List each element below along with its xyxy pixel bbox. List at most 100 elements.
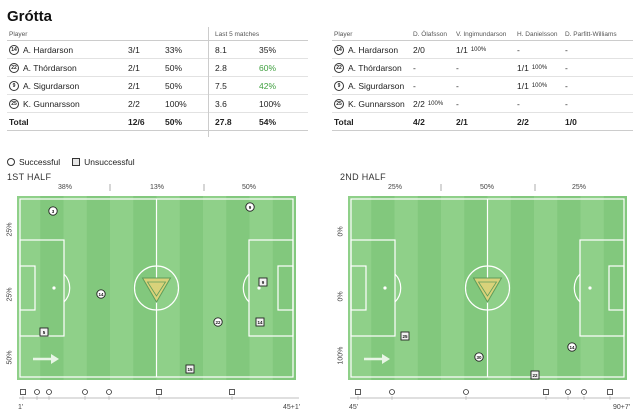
pitch-stripe <box>371 196 395 380</box>
jersey-number-icon: 9 <box>334 80 344 91</box>
opponent-cell: 1/1 100% <box>517 77 547 94</box>
player-cell: 14 A. Hardarson <box>334 41 398 58</box>
zone-side-pct: 0% <box>337 291 345 302</box>
right-table-header: Player D. Ólafsson V. Ingimundarson H. D… <box>332 27 633 41</box>
timeline-fail-marker <box>20 389 26 395</box>
zone-top-pct: 38% <box>57 184 72 191</box>
timeline-success-marker <box>106 389 112 395</box>
successful-marker: 14 <box>96 289 106 299</box>
pitch-stripe <box>110 196 134 380</box>
l5-pct-cell: 60% <box>259 62 277 73</box>
opponent-cell: - <box>456 59 459 76</box>
second-half-pitch: 25 30 22 14 <box>348 196 627 380</box>
svg-text:3: 3 <box>52 209 55 214</box>
opponent-col-header: V. Ingimundarson <box>456 31 507 38</box>
table-row: 14 A. Hardarson 2/0 1/1 100% - - <box>332 41 633 59</box>
opponent-cell: - <box>517 41 520 58</box>
player-name: A. Sigurdarson <box>23 80 80 91</box>
time-start: 45' <box>349 404 359 411</box>
successful-marker: 22 <box>213 317 223 327</box>
pitch-stripe <box>249 196 274 380</box>
timeline-fail-marker <box>156 389 162 395</box>
table-row: 25 K. Gunnarsson 2/2 100% 3.6 100% <box>7 95 308 113</box>
ratio-value: - <box>413 62 416 73</box>
svg-text:9: 9 <box>249 205 252 210</box>
pitch-stripe <box>417 196 442 380</box>
club-logo-icon <box>472 277 503 303</box>
zone-top-pct: 50% <box>241 184 256 191</box>
zone-side-pct: 25% <box>6 222 14 237</box>
total-pct: 50% <box>165 116 183 127</box>
time-start: 1' <box>18 404 24 411</box>
left-table-header: Player Last 5 matches <box>7 27 308 41</box>
timeline-fail-marker <box>607 389 613 395</box>
jersey-number-icon: 9 <box>9 80 19 91</box>
right-total-row: Total 4/2 2/1 2/2 1/0 <box>332 113 633 131</box>
timeline-success-marker <box>46 389 52 395</box>
player-cell: 25 K. Gunnarsson <box>9 95 80 112</box>
pitch-stripe <box>441 196 465 380</box>
right-stats-table: Player D. Ólafsson V. Ingimundarson H. D… <box>332 27 633 131</box>
opponent-cell: - <box>565 77 568 94</box>
opponent-cell: 2/2 100% <box>413 95 443 112</box>
unsuccessful-marker-icon <box>72 158 81 166</box>
second-half-title: 2ND HALF <box>340 172 386 182</box>
pitch-stripe <box>203 196 227 380</box>
time-end: 90+7' <box>613 404 631 411</box>
left-total-row: Total 12/6 50% 27.8 54% <box>7 113 308 131</box>
l5-pct-cell: 35% <box>259 44 277 55</box>
zone-top-pct: 50% <box>479 184 494 191</box>
unsuccessful-marker: 22 <box>530 370 540 380</box>
attack-direction-arrow-icon <box>33 354 59 364</box>
jersey-number-icon: 25 <box>9 98 19 109</box>
ratio-value: - <box>565 98 568 109</box>
total-l5-val: 27.8 <box>215 116 232 127</box>
successful-marker: 3 <box>48 206 58 216</box>
pitch-stripe <box>272 196 296 380</box>
player-cell: 14 A. Hardarson <box>9 41 73 58</box>
opponent-cell: - <box>413 77 416 94</box>
ratio-value: - <box>565 80 568 91</box>
ratio-cell: 2/1 <box>128 62 140 73</box>
opponent-cell: - <box>456 77 459 94</box>
svg-text:15: 15 <box>187 367 193 372</box>
unsuccessful-marker: 9 <box>258 277 268 287</box>
total-c4: 1/0 <box>565 116 577 127</box>
opponent-cell: - <box>413 59 416 76</box>
player-cell: 9 A. Sigurdarson <box>9 77 79 94</box>
timeline-success-marker <box>463 389 469 395</box>
opponent-cell: - <box>565 59 568 76</box>
successful-marker: 9 <box>245 202 255 212</box>
pitch-stripe <box>464 196 488 380</box>
pitch-lines <box>350 198 625 378</box>
unsuccessful-marker: 15 <box>185 364 195 374</box>
player-col-header: Player <box>334 31 353 38</box>
pitch-stripe <box>534 196 558 380</box>
pct-cell: 50% <box>165 80 183 91</box>
ratio-value: - <box>456 98 459 109</box>
timeline-success-marker <box>565 389 571 395</box>
timeline-success-marker <box>581 389 587 395</box>
ratio-cell: 3/1 <box>128 44 140 55</box>
successful-marker: 30 <box>474 352 484 362</box>
pitch-stripe <box>63 196 88 380</box>
table-row: 22 A. Thórdarson - -1/1 100% - <box>332 59 633 77</box>
team-title: Grótta <box>7 8 52 25</box>
jersey-number-icon: 22 <box>334 62 344 73</box>
ratio-value: 2/0 <box>413 44 425 55</box>
pitch-stripe <box>40 196 64 380</box>
player-col-header: Player <box>9 31 28 38</box>
svg-text:30: 30 <box>476 355 482 360</box>
legend-successful: Successful <box>19 157 61 167</box>
timeline-success-marker <box>34 389 40 395</box>
player-name: A. Thórdarson <box>23 62 77 73</box>
total-c1: 4/2 <box>413 116 425 127</box>
zone-side-pct: 100% <box>337 346 345 365</box>
unsuccessful-marker: 5 <box>39 327 49 337</box>
zone-top-axis <box>109 184 205 191</box>
svg-text:14: 14 <box>569 345 575 350</box>
ratio-value: 1/1 <box>456 44 468 55</box>
second-half-timeline <box>350 389 630 400</box>
zone-top-pct: 13% <box>149 184 164 191</box>
svg-text:5: 5 <box>43 330 46 335</box>
